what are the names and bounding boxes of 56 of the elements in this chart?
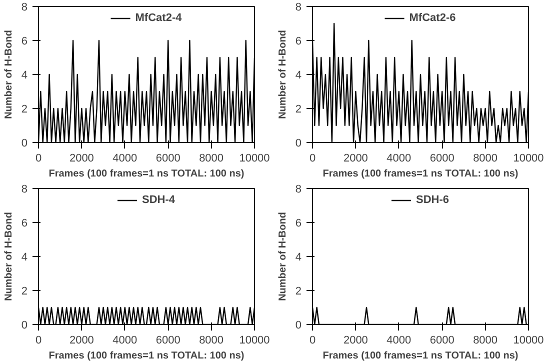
- x-tick-label: 4000: [112, 152, 138, 164]
- y-tick-label: 6: [21, 36, 28, 48]
- x-axis-title: Frames (100 frames=1 ns TOTAL: 100 ns): [48, 350, 244, 362]
- x-tick-label: 4000: [386, 334, 412, 346]
- x-tick-label: 6000: [430, 152, 454, 164]
- legend-label: MfCat2-4: [135, 12, 182, 24]
- y-axis-title: Number of H-Bond: [3, 212, 14, 301]
- y-tick-label: 8: [21, 2, 28, 14]
- x-tick-label: 8000: [473, 334, 498, 346]
- x-tick-label: 10000: [239, 334, 270, 346]
- x-tick-label: 4000: [386, 152, 412, 164]
- x-axis-title: Frames (100 frames=1 ns TOTAL: 100 ns): [48, 168, 244, 180]
- x-tick-label: 0: [309, 334, 316, 346]
- x-tick-label: 10000: [239, 152, 270, 164]
- x-tick-label: 10000: [513, 152, 544, 164]
- y-tick-label: 6: [295, 36, 302, 48]
- y-tick-label: 4: [21, 70, 28, 82]
- x-tick-label: 8000: [199, 334, 224, 346]
- legend-label: MfCat2-6: [409, 12, 456, 24]
- x-tick-label: 10000: [513, 334, 544, 346]
- y-tick-label: 2: [295, 104, 302, 116]
- y-tick-label: 6: [295, 218, 302, 230]
- x-tick-label: 8000: [473, 152, 498, 164]
- x-tick-label: 2000: [343, 334, 368, 346]
- x-tick-label: 8000: [199, 152, 224, 164]
- x-tick-label: 6000: [156, 334, 180, 346]
- y-axis-title: Number of H-Bond: [277, 30, 288, 119]
- y-tick-label: 0: [21, 138, 28, 150]
- y-tick-label: 0: [295, 138, 302, 150]
- y-tick-label: 8: [21, 184, 28, 196]
- y-tick-label: 8: [295, 2, 302, 14]
- x-tick-label: 2000: [69, 334, 94, 346]
- x-tick-label: 6000: [156, 152, 180, 164]
- y-tick-label: 4: [21, 252, 28, 264]
- legend-label: SDH-6: [416, 194, 450, 206]
- x-tick-label: 0: [309, 152, 316, 164]
- y-tick-label: 2: [295, 286, 302, 298]
- y-tick-label: 0: [295, 320, 302, 332]
- x-tick-label: 0: [35, 152, 42, 164]
- y-tick-label: 2: [21, 286, 28, 298]
- y-tick-label: 6: [21, 218, 28, 230]
- y-tick-label: 4: [295, 252, 302, 264]
- y-tick-label: 8: [295, 184, 302, 196]
- x-axis-title: Frames (100 frames=1 ns TOTAL: 100 ns): [322, 168, 518, 180]
- y-axis-title: Number of H-Bond: [3, 30, 14, 119]
- x-tick-label: 2000: [343, 152, 368, 164]
- y-axis-title: Number of H-Bond: [277, 212, 288, 301]
- x-tick-label: 6000: [430, 334, 454, 346]
- x-tick-label: 4000: [112, 334, 138, 346]
- y-tick-label: 4: [295, 70, 302, 82]
- y-tick-label: 2: [21, 104, 28, 116]
- x-tick-label: 0: [35, 334, 42, 346]
- x-axis-title: Frames (100 frames=1 ns TOTAL: 100 ns): [322, 350, 518, 362]
- legend-label: SDH-4: [142, 194, 176, 206]
- y-tick-label: 0: [21, 320, 28, 332]
- x-tick-label: 2000: [69, 152, 94, 164]
